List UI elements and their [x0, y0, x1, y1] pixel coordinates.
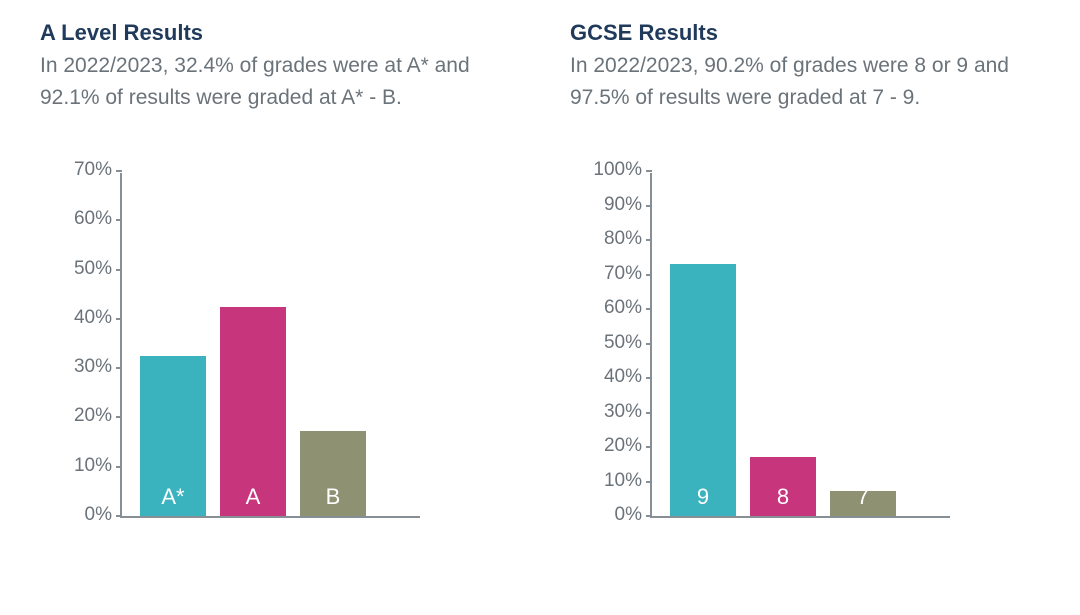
y-tick-label: 60%	[604, 297, 652, 319]
y-tick-mark	[646, 343, 652, 345]
y-tick-mark	[646, 515, 652, 517]
bar-label: A	[220, 484, 286, 516]
alevel-plot-area: A*AB 0%10%20%30%40%50%60%70%	[120, 173, 420, 518]
gcse-plot-area: 987 0%10%20%30%40%50%60%70%80%90%100%	[650, 173, 950, 518]
y-tick-label: 30%	[604, 401, 652, 423]
y-tick-mark	[646, 239, 652, 241]
y-tick-mark	[116, 318, 122, 320]
bar: A	[220, 307, 286, 516]
bar: B	[300, 431, 366, 516]
y-tick-mark	[646, 170, 652, 172]
bar-label: 9	[670, 484, 736, 516]
gcse-chart: 987 0%10%20%30%40%50%60%70%80%90%100%	[570, 173, 1040, 518]
y-tick-mark	[646, 308, 652, 310]
y-tick-mark	[116, 170, 122, 172]
y-tick-mark	[646, 274, 652, 276]
page-root: A Level Results In 2022/2023, 32.4% of g…	[0, 0, 1080, 518]
y-tick-mark	[646, 412, 652, 414]
panel-gcse: GCSE Results In 2022/2023, 90.2% of grad…	[570, 20, 1040, 518]
gcse-description: In 2022/2023, 90.2% of grades were 8 or …	[570, 50, 1040, 113]
y-tick-label: 20%	[74, 405, 122, 427]
panel-alevel: A Level Results In 2022/2023, 32.4% of g…	[40, 20, 510, 518]
gcse-bars: 987	[652, 173, 950, 516]
y-tick-label: 10%	[604, 470, 652, 492]
y-tick-mark	[646, 481, 652, 483]
gcse-title: GCSE Results	[570, 20, 1040, 46]
y-tick-mark	[116, 367, 122, 369]
y-tick-mark	[646, 377, 652, 379]
y-tick-mark	[116, 269, 122, 271]
y-tick-label: 20%	[604, 435, 652, 457]
y-tick-label: 70%	[74, 159, 122, 181]
bar: 7	[830, 491, 896, 516]
y-tick-label: 50%	[604, 332, 652, 354]
y-tick-label: 40%	[74, 307, 122, 329]
y-tick-mark	[116, 466, 122, 468]
y-tick-label: 60%	[74, 208, 122, 230]
bar-label: A*	[140, 484, 206, 516]
y-tick-label: 10%	[74, 455, 122, 477]
y-tick-mark	[116, 515, 122, 517]
y-tick-label: 70%	[604, 263, 652, 285]
alevel-bars: A* AB	[122, 173, 420, 516]
y-tick-mark	[646, 205, 652, 207]
alevel-description: In 2022/2023, 32.4% of grades were at A*…	[40, 50, 510, 113]
y-tick-mark	[116, 416, 122, 418]
bar-label: 8	[750, 484, 816, 516]
y-tick-label: 40%	[604, 366, 652, 388]
y-tick-label: 50%	[74, 258, 122, 280]
y-tick-mark	[646, 446, 652, 448]
bar: A*	[140, 356, 206, 516]
y-tick-mark	[116, 219, 122, 221]
alevel-title: A Level Results	[40, 20, 510, 46]
bar-label: 7	[830, 484, 896, 516]
y-tick-label: 80%	[604, 228, 652, 250]
bar-label: B	[300, 484, 366, 516]
y-tick-label: 100%	[593, 159, 652, 181]
bar: 8	[750, 457, 816, 516]
bar: 9	[670, 264, 736, 516]
y-tick-label: 30%	[74, 356, 122, 378]
alevel-chart: A*AB 0%10%20%30%40%50%60%70%	[40, 173, 510, 518]
y-tick-label: 90%	[604, 194, 652, 216]
